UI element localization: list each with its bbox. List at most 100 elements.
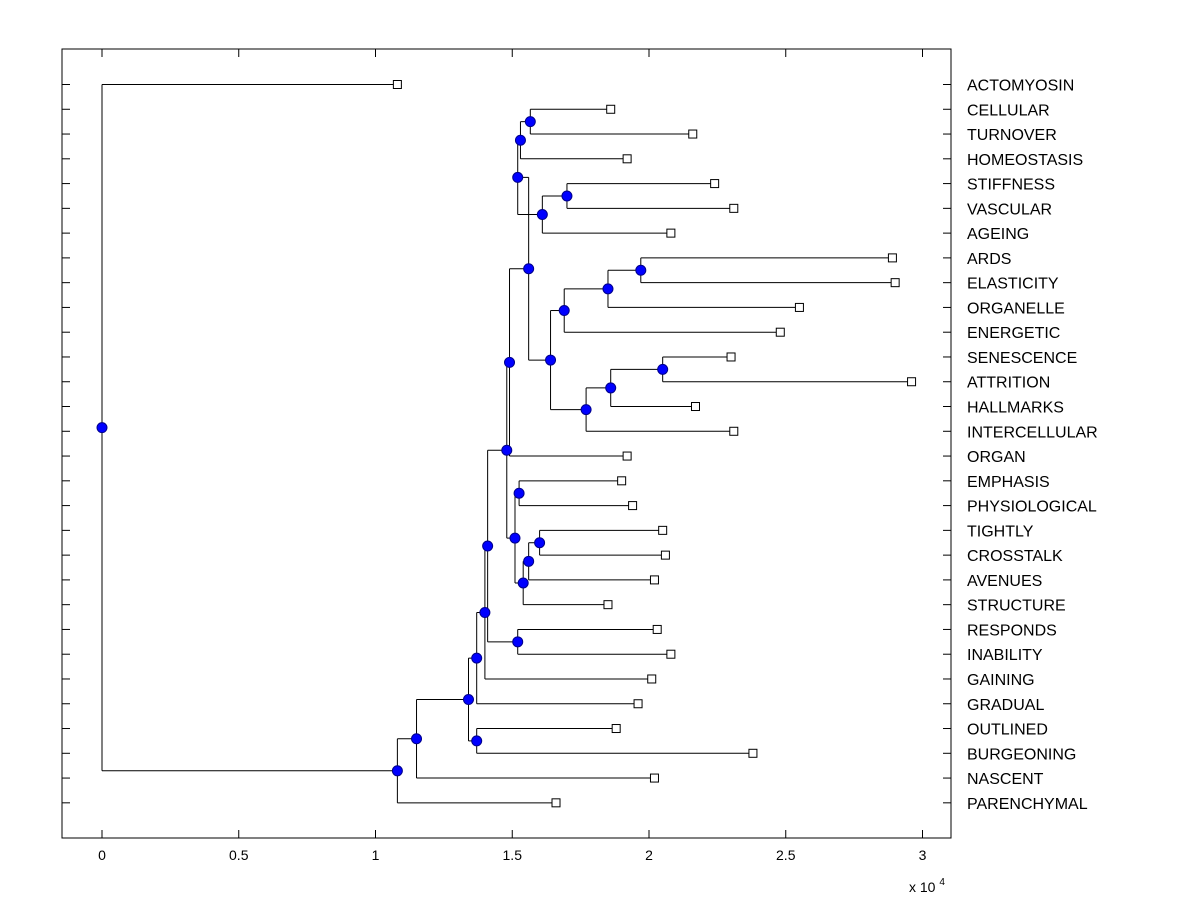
merge-node [657,363,669,375]
leaf-marker [647,674,657,684]
merge-node [479,607,491,619]
leaf-marker [617,476,627,486]
merge-node [524,116,536,128]
leaf-marker [603,600,613,610]
leaf-marker [622,451,632,461]
merge-node [514,134,526,146]
leaf-marker [688,129,698,139]
merge-node [545,354,557,366]
leaf-marker [628,501,638,511]
leaf-marker [649,575,659,585]
x-axis: 0 0.5 1 1.5 2 2.5 3 [98,49,927,863]
leaf-label: TURNOVER [967,127,1057,144]
leaf-marker [710,179,720,189]
leaf-marker [622,154,632,164]
x-tick-label: 3 [919,847,927,863]
leaf-label: INABILITY [967,647,1043,664]
merge-node [512,171,524,183]
leaf-label: CELLULAR [967,102,1050,119]
leaf-marker [660,550,670,560]
merge-node [561,190,573,202]
leaf-labels: ACTOMYOSIN CELLULAR TURNOVER HOMEOSTASIS STI… [967,78,1098,813]
x-multiplier-label: x 10 4 [909,877,945,895]
merge-node [504,356,516,368]
merge-node [523,555,535,567]
merge-node [534,537,546,549]
leaf-label: VASCULAR [967,201,1052,218]
leaf-label: RESPONDS [967,622,1057,639]
leaf-label: ARDS [967,251,1011,268]
leaf-label: CROSSTALK [967,548,1063,565]
leaf-label: PARENCHYMAL [967,796,1088,813]
merge-node [471,652,483,664]
leaf-marker [633,699,643,709]
leaf-label: GRADUAL [967,697,1044,714]
merge-node [471,735,483,747]
merge-node [605,382,617,394]
leaf-marker [794,302,804,312]
leaf-markers [392,80,917,808]
merge-node [501,444,513,456]
dendrogram-links [101,84,912,804]
leaf-marker [658,525,668,535]
merge-node [602,283,614,295]
merge-node [536,209,548,221]
plot-frame [61,48,952,839]
leaf-label: HOMEOSTASIS [967,152,1083,169]
leaf-label: INTERCELLULAR [967,424,1098,441]
merge-node [580,404,592,416]
leaf-marker [666,228,676,238]
x-tick-label: 2 [645,847,653,863]
leaf-label: SENESCENCE [967,350,1077,367]
leaf-label: ELASTICITY [967,276,1059,293]
leaf-label: NASCENT [967,771,1044,788]
leaf-marker [606,104,616,114]
leaf-label: ENERGETIC [967,325,1060,342]
leaf-marker [666,649,676,659]
merge-node [523,263,535,275]
leaf-label: ACTOMYOSIN [967,78,1074,95]
leaf-label: ATTRITION [967,375,1050,392]
merge-node [96,422,108,434]
leaf-label: TIGHTLY [967,523,1034,540]
leaf-marker [729,203,739,213]
merge-node [517,577,529,589]
x-tick-label: 0 [98,847,106,863]
leaf-marker [748,748,758,758]
leaf-label: STIFFNESS [967,177,1055,194]
merge-node [482,540,494,552]
leaf-marker [690,402,700,412]
merge-node [462,694,474,706]
merge-node [635,264,647,276]
leaf-marker [392,80,402,89]
leaf-label: ORGAN [967,449,1026,466]
leaf-marker [907,377,917,387]
leaf-marker [652,624,662,634]
leaf-label: PHYSIOLOGICAL [967,499,1097,516]
leaf-label: HALLMARKS [967,400,1064,417]
merge-node [512,636,524,648]
leaf-marker [887,253,897,263]
x-tick-label: 0.5 [229,847,249,863]
x-tick-label: 1 [372,847,380,863]
leaf-label: GAINING [967,672,1035,689]
leaf-label: ORGANELLE [967,300,1065,317]
leaf-marker [649,773,659,783]
leaf-marker [890,278,900,288]
leaf-label: AVENUES [967,573,1042,590]
x-multiplier-exponent: 4 [939,877,945,888]
leaf-label: BURGEONING [967,746,1076,763]
leaf-marker [611,724,621,734]
x-tick-label: 1.5 [503,847,523,863]
leaf-marker [551,798,561,808]
merge-node [509,532,521,544]
merge-node [411,733,423,745]
leaf-marker [729,426,739,436]
leaf-marker [726,352,736,362]
leaf-label: STRUCTURE [967,598,1066,615]
merge-nodes [96,116,669,777]
leaf-label: EMPHASIS [967,474,1050,491]
leaf-label: AGEING [967,226,1029,243]
merge-node [391,765,403,777]
